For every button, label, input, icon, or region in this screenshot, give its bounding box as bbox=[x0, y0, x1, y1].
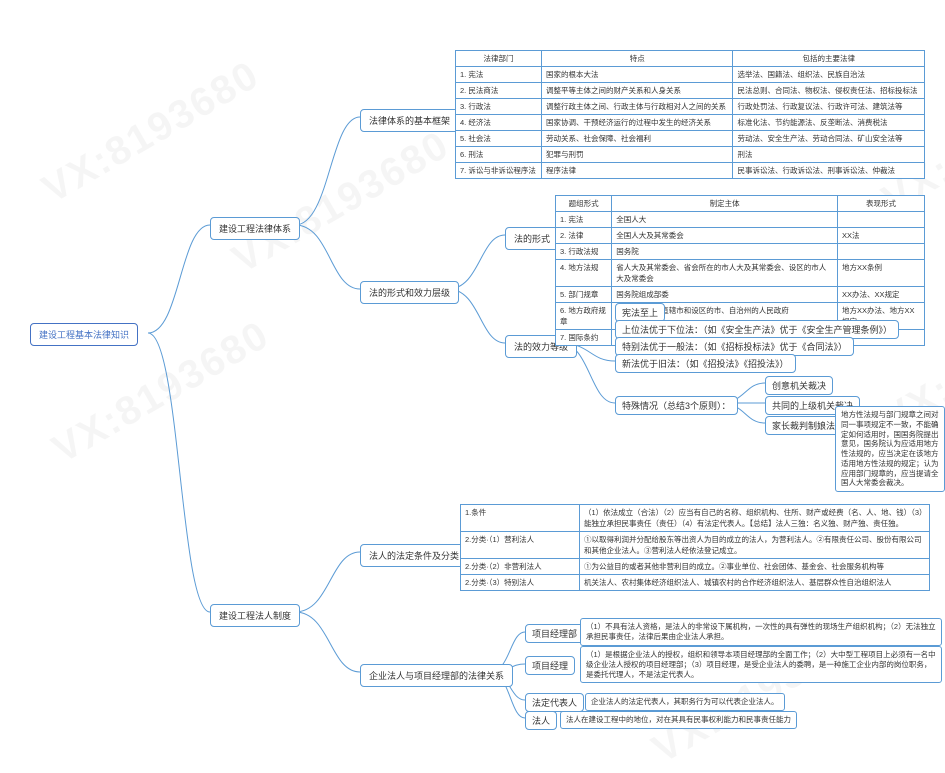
table-cell: 2.分类·（1）营利法人 bbox=[461, 532, 580, 559]
table-cell: ①为公益目的或者其他非营利目的成立。②事业单位、社会团体、基金会、社会服务机构等 bbox=[580, 559, 930, 575]
note-rel1: （1）不具有法人资格，是法人的非常设下属机构，一次性的具有弹性的现场生产组织机构… bbox=[580, 618, 942, 646]
node-b1-2: 法的形式和效力层级 bbox=[360, 281, 459, 304]
table-cell: 6. 刑法 bbox=[456, 147, 542, 163]
table-cell: 程序法律 bbox=[541, 163, 733, 179]
node-eff5: 特殊情况（总结3个原则）： bbox=[615, 396, 738, 415]
t1-h2: 包括的主要法律 bbox=[733, 51, 925, 67]
table-cell: 7. 国际条约 bbox=[556, 330, 612, 346]
t2-h1: 制定主体 bbox=[612, 196, 838, 212]
table-cell: 2.分类·（2）非营利法人 bbox=[461, 559, 580, 575]
table-cell: 国家协调、干预经济运行的过程中发生的经济关系 bbox=[541, 115, 733, 131]
table-cell: XX办法、XX规定 bbox=[838, 287, 925, 303]
note-rel4: 法人在建设工程中的地位，对在其具有民事权利能力和民事责任能力 bbox=[560, 711, 797, 729]
table-cell: 省人大及其常委会、省会所在的市人大及其常委会、设区的市人大及常委会 bbox=[612, 260, 838, 287]
table-cell: 劳动法、安全生产法、劳动合同法、矿山安全法等 bbox=[733, 131, 925, 147]
node-b2: 建设工程法人制度 bbox=[210, 604, 300, 627]
table-cell: 民事诉讼法、行政诉讼法、刑事诉讼法、仲裁法 bbox=[733, 163, 925, 179]
table-cell: 3. 行政法规 bbox=[556, 244, 612, 260]
node-b2-1: 法人的法定条件及分类 bbox=[360, 544, 468, 567]
table-cell bbox=[838, 212, 925, 228]
note-rel3: 企业法人的法定代表人，其职务行为可以代表企业法人。 bbox=[585, 693, 785, 711]
table-cell: （1）依法成立（合法）（2）应当有自己的名称、组织机构、住所、财产或经费（名、人… bbox=[580, 505, 930, 532]
node-b1-1: 法律体系的基本框架 bbox=[360, 109, 459, 132]
table-cell: 国家的根本大法 bbox=[541, 67, 733, 83]
node-rel3: 法定代表人 bbox=[525, 693, 584, 712]
table-cell bbox=[838, 244, 925, 260]
table-cell: 1. 宪法 bbox=[456, 67, 542, 83]
table-cell: 2.分类·（3）特别法人 bbox=[461, 575, 580, 591]
table-cell: ①以取得利润并分配给股东等出资人为目的成立的法人，为营利法人。②有限责任公司、股… bbox=[580, 532, 930, 559]
table-cell: 地方XX条例 bbox=[838, 260, 925, 287]
table-cell: 民法总则、合同法、物权法、侵权责任法、招标投标法 bbox=[733, 83, 925, 99]
table-cell: 6. 地方政府规章 bbox=[556, 303, 612, 330]
table-cell: 全国人大 bbox=[612, 212, 838, 228]
node-eff5c: 家长裁判制娘法 bbox=[765, 416, 842, 435]
table-cell: 5. 社会法 bbox=[456, 131, 542, 147]
table-cell: XX法 bbox=[838, 228, 925, 244]
watermark: VX:8193680 bbox=[225, 122, 457, 282]
table-cell: 行政处罚法、行政复议法、行政许可法、建筑法等 bbox=[733, 99, 925, 115]
node-b1: 建设工程法律体系 bbox=[210, 217, 300, 240]
t1-h0: 法律部门 bbox=[456, 51, 542, 67]
table-cell: 机关法人、农村集体经济组织法人、城镇农村的合作经济组织法人、基层群众性自治组织法… bbox=[580, 575, 930, 591]
t2-h0: 题组形式 bbox=[556, 196, 612, 212]
table-cell: 2. 民法商法 bbox=[456, 83, 542, 99]
note-eff5c: 地方性法规与部门规章之间对同一事项规定不一致，不能确定如何适用时，国国务院提出意… bbox=[835, 406, 945, 492]
node-eff5a: 创意机关裁决 bbox=[765, 376, 833, 395]
t2-h2: 表现形式 bbox=[838, 196, 925, 212]
node-rel4: 法人 bbox=[525, 711, 557, 730]
node-eff4: 新法优于旧法：（如《招投法》《招投法》） bbox=[615, 354, 796, 373]
note-rel2: （1）是根据企业法人的授权，组织和领导本项目经理部的全面工作；（2）大中型工程项… bbox=[580, 646, 942, 683]
table-cell: 调整平等主体之间的财产关系和人身关系 bbox=[541, 83, 733, 99]
table-cell: 调整行政主体之间、行政主体与行政相对人之间的关系 bbox=[541, 99, 733, 115]
table-cell: 刑法 bbox=[733, 147, 925, 163]
table-cell: 2. 法律 bbox=[556, 228, 612, 244]
table-cell: 劳动关系、社会保障、社会福利 bbox=[541, 131, 733, 147]
node-b1-2-1: 法的形式 bbox=[505, 227, 559, 250]
table-cell: 1.条件 bbox=[461, 505, 580, 532]
table-cell: 标准化法、节约能源法、反垄断法、消费税法 bbox=[733, 115, 925, 131]
t1-h1: 特点 bbox=[541, 51, 733, 67]
table-cell: 5. 部门规章 bbox=[556, 287, 612, 303]
root-node: 建设工程基本法律知识 bbox=[30, 323, 138, 346]
table-cell: 4. 经济法 bbox=[456, 115, 542, 131]
table-cell: 7. 诉讼与非诉讼程序法 bbox=[456, 163, 542, 179]
table-legal-departments: 法律部门 特点 包括的主要法律 1. 宪法国家的根本大法选举法、国籍法、组织法、… bbox=[455, 50, 925, 179]
table-cell: 全国人大及其常委会 bbox=[612, 228, 838, 244]
table-legal-person: 1.条件（1）依法成立（合法）（2）应当有自己的名称、组织机构、住所、财产或经费… bbox=[460, 504, 930, 591]
table-cell: 选举法、国籍法、组织法、民族自治法 bbox=[733, 67, 925, 83]
table-cell: 国务院组成部委 bbox=[612, 287, 838, 303]
table-cell: 国务院 bbox=[612, 244, 838, 260]
table-cell: 3. 行政法 bbox=[456, 99, 542, 115]
node-rel1: 项目经理部 bbox=[525, 624, 584, 643]
node-b2-2: 企业法人与项目经理部的法律关系 bbox=[360, 664, 513, 687]
node-rel2: 项目经理 bbox=[525, 656, 575, 675]
watermark: VX:8193680 bbox=[35, 52, 267, 212]
table-cell: 1. 宪法 bbox=[556, 212, 612, 228]
table-cell: 犯罪与刑罚 bbox=[541, 147, 733, 163]
table-cell: 4. 地方法规 bbox=[556, 260, 612, 287]
